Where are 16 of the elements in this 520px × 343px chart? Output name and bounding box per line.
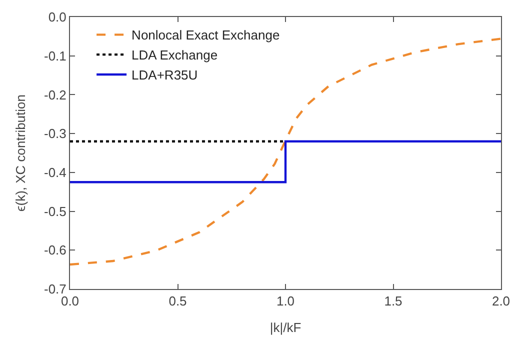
y-tick-label: -0.4 <box>44 164 66 180</box>
y-tick-label: -0.2 <box>44 87 66 102</box>
y-axis-title: ϵ(k), XC contribution <box>12 94 28 212</box>
x-tick-label: 1.5 <box>384 294 402 309</box>
legend-label: Nonlocal Exact Exchange <box>132 28 280 43</box>
x-tick-label: 0.5 <box>168 294 187 309</box>
y-tick-label: -0.5 <box>44 204 66 219</box>
y-tick-label: -0.6 <box>44 242 66 258</box>
legend-label: LDA+R35U <box>132 68 198 83</box>
x-tick-label: 1.0 <box>276 294 295 309</box>
legend-label: LDA Exchange <box>132 48 218 63</box>
x-axis-title: |k|/kF <box>270 320 302 336</box>
x-tick-label: 2.0 <box>492 294 510 309</box>
y-tick-label: -0.3 <box>44 126 66 142</box>
y-tick-label: 0.0 <box>48 10 66 25</box>
y-tick-label: -0.1 <box>44 48 66 64</box>
